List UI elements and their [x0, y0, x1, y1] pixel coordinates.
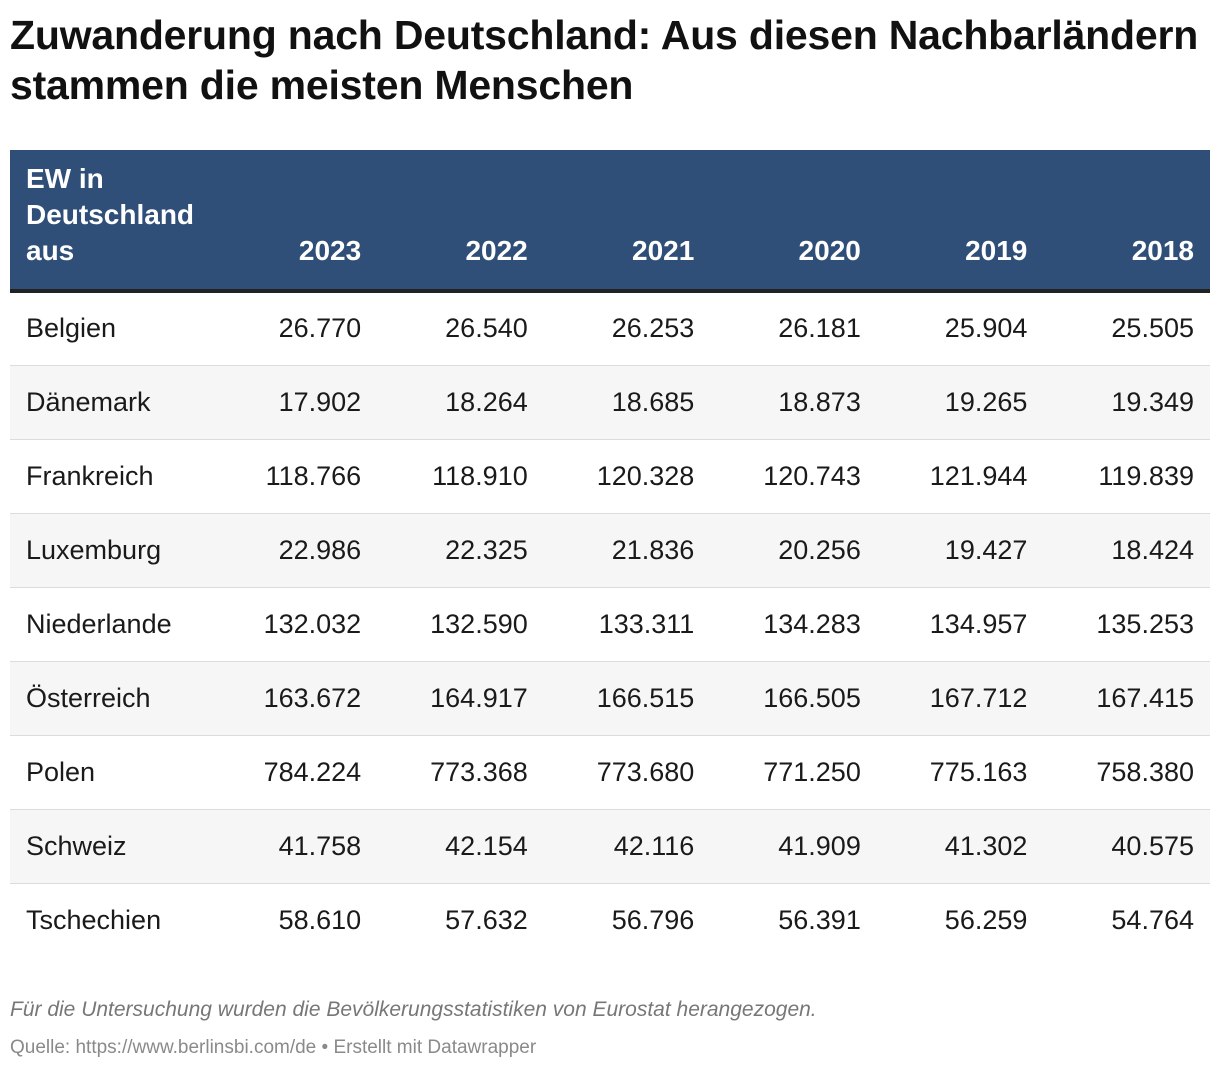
- cell-2021: 42.116: [543, 809, 711, 884]
- row-label: Belgien: [10, 291, 211, 366]
- cell-2020: 134.283: [710, 587, 877, 662]
- cell-2020: 18.873: [710, 365, 877, 440]
- cell-2021: 18.685: [543, 365, 711, 440]
- cell-2018: 54.764: [1111, 904, 1194, 935]
- cell-2019: 134.957: [876, 587, 1044, 662]
- cell-2023: 41.758: [210, 809, 378, 884]
- cell-2018: 25.505: [1043, 291, 1210, 366]
- row-label: Polen: [10, 735, 211, 810]
- cell-2021: 133.311: [543, 587, 711, 662]
- row-label: Tschechien: [26, 904, 162, 935]
- cell-2018: 758.380: [1043, 735, 1210, 810]
- table-row: Schweiz 41.758 42.154 42.116 41.909 41.302 40.…: [10, 809, 1210, 884]
- cell-2022: 164.917: [377, 661, 544, 736]
- column-header-2020[interactable]: 2020: [710, 150, 877, 293]
- row-label: Niederlande: [10, 587, 211, 662]
- column-header-2019[interactable]: 2019: [876, 150, 1044, 293]
- cell-2022: 132.590: [377, 587, 544, 662]
- cell-2019: 775.163: [876, 735, 1044, 810]
- cell-2023: 17.902: [210, 365, 378, 440]
- row-label: Frankreich: [10, 439, 211, 514]
- cell-2018: 40.575: [1043, 809, 1210, 884]
- cell-2022: 22.325: [377, 513, 544, 588]
- row-label: Dänemark: [10, 365, 211, 440]
- table-row: Frankreich 118.766 118.910 120.328 120.743 12…: [10, 439, 1210, 514]
- cell-2023: 163.672: [210, 661, 378, 736]
- cell-2023: 58.610: [278, 904, 362, 935]
- chart-title: Zuwanderung nach Deutschland: Aus diesen…: [10, 12, 1199, 108]
- footnote: Für die Untersuchung wurden die Bevölker…: [10, 998, 817, 1021]
- source-credit: Quelle: https://www.berlinsbi.com/de • E…: [10, 1037, 537, 1058]
- table-row: Polen 784.224 773.368 773.680 771.250 775.163…: [10, 735, 1210, 810]
- cell-2021: 120.328: [543, 439, 711, 514]
- cell-2018: 18.424: [1043, 513, 1210, 588]
- cell-2023: 26.770: [210, 291, 378, 366]
- row-label: Österreich: [10, 661, 211, 736]
- data-table: EW in Deutschland aus 2023 2022 2021 202…: [10, 150, 1210, 957]
- column-header-2022[interactable]: 2022: [377, 150, 544, 293]
- cell-2020: 26.181: [710, 291, 877, 366]
- cell-2019: 56.259: [944, 904, 1028, 935]
- table-body: Belgien 26.770 26.540 26.253 26.181 25.904 25.…: [10, 291, 1210, 957]
- cell-2019: 167.712: [876, 661, 1044, 736]
- cell-2020: 120.743: [710, 439, 877, 514]
- table-header-row: EW in Deutschland aus 2023 2022 2021 202…: [10, 150, 1210, 293]
- column-header-2021[interactable]: 2021: [543, 150, 711, 293]
- cell-2018: 19.349: [1043, 365, 1210, 440]
- table-row: Tschechien 58.610 57.632 56.796 56.391 56.259…: [10, 883, 1210, 957]
- cell-2020: 41.909: [710, 809, 877, 884]
- cell-2022: 26.540: [377, 291, 544, 366]
- cell-2021: 56.796: [611, 904, 695, 935]
- column-header-2018[interactable]: 2018: [1043, 150, 1210, 293]
- cell-2022: 42.154: [377, 809, 544, 884]
- cell-2023: 118.766: [210, 439, 378, 514]
- cell-2018: 135.253: [1043, 587, 1210, 662]
- cell-2019: 25.904: [876, 291, 1044, 366]
- table-row: Dänemark 17.902 18.264 18.685 18.873 19.265 19…: [10, 365, 1210, 440]
- table-row: Belgien 26.770 26.540 26.253 26.181 25.904 25.…: [10, 291, 1210, 366]
- cell-2019: 121.944: [876, 439, 1044, 514]
- cell-2021: 166.515: [543, 661, 711, 736]
- row-label: Luxemburg: [10, 513, 211, 588]
- cell-2019: 19.427: [876, 513, 1044, 588]
- cell-2020: 20.256: [710, 513, 877, 588]
- column-header-country[interactable]: EW in Deutschland aus: [10, 150, 211, 293]
- row-label: Schweiz: [10, 809, 211, 884]
- cell-2022: 18.264: [377, 365, 544, 440]
- cell-2022: 57.632: [445, 904, 528, 935]
- cell-2019: 41.302: [876, 809, 1044, 884]
- cell-2020: 56.391: [778, 904, 861, 935]
- cell-2019: 19.265: [876, 365, 1044, 440]
- column-header-2023[interactable]: 2023: [210, 150, 378, 293]
- cell-2023: 784.224: [210, 735, 378, 810]
- cell-2020: 166.505: [710, 661, 877, 736]
- cell-2021: 26.253: [543, 291, 711, 366]
- cell-2022: 118.910: [377, 439, 544, 514]
- cell-2018: 167.415: [1043, 661, 1210, 736]
- table-row: Österreich 163.672 164.917 166.515 166.505 16…: [10, 661, 1210, 736]
- cell-2022: 773.368: [377, 735, 544, 810]
- table-row: Luxemburg 22.986 22.325 21.836 20.256 19.427 1…: [10, 513, 1210, 588]
- cell-2023: 132.032: [210, 587, 378, 662]
- cell-2018: 119.839: [1043, 439, 1210, 514]
- cell-2021: 773.680: [543, 735, 711, 810]
- cell-2023: 22.986: [210, 513, 378, 588]
- cell-2021: 21.836: [543, 513, 711, 588]
- table-row: Niederlande 132.032 132.590 133.311 134.283 1…: [10, 587, 1210, 662]
- cell-2020: 771.250: [710, 735, 877, 810]
